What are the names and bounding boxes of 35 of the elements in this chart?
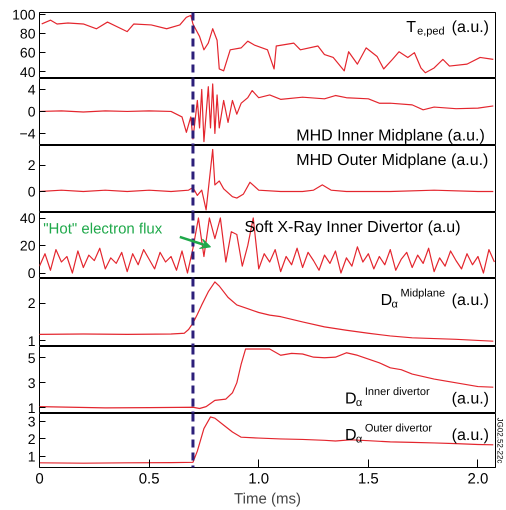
- text: JG02.52-22c: [496, 418, 504, 464]
- y-tick-label: 2: [28, 430, 36, 447]
- y-tick-label: 1: [28, 448, 36, 464]
- y-tick-label: 0: [28, 183, 36, 200]
- line-series: [40, 416, 494, 464]
- y-tick-label: 2: [28, 157, 36, 174]
- x-tick-label: 1.5: [358, 470, 379, 488]
- y-tick-label: −4: [20, 125, 36, 142]
- y-tick-label: 80: [20, 26, 36, 42]
- line-series: [41, 14, 494, 74]
- line-series: [40, 217, 496, 274]
- y-tick-label: 4: [28, 81, 36, 98]
- y-tick-label: 100: [12, 6, 36, 22]
- y-tick-label: 1: [28, 332, 36, 349]
- y-tick-label: 0: [28, 103, 36, 120]
- line-series: [40, 348, 494, 410]
- line-series: [40, 148, 494, 210]
- y-tick-label: 1: [28, 400, 36, 416]
- y-tick-label: 0: [28, 265, 36, 281]
- series-label: MHD Inner Midplane (a.u.): [296, 128, 485, 145]
- y-tick-label: 60: [20, 44, 36, 61]
- y-tick-label: 3: [28, 374, 36, 391]
- y-tick-label: 2: [28, 295, 36, 312]
- y-tick-label: 3: [28, 414, 36, 430]
- annotation: "Hot" electron flux: [43, 220, 163, 238]
- x-tick-label: 2.0: [468, 470, 488, 488]
- x-tick-label: 1.0: [248, 470, 270, 488]
- series-label: MHD Outer Midplane (a.u.): [296, 152, 488, 169]
- y-tick-label: 40: [20, 64, 36, 80]
- y-tick-label: 20: [20, 238, 36, 254]
- y-tick-label: 40: [20, 210, 36, 226]
- y-tick-label: 5: [28, 350, 36, 366]
- line-series: [40, 281, 494, 342]
- x-tick-label: 0.5: [138, 470, 160, 488]
- x-axis-title: Time (ms): [234, 490, 301, 508]
